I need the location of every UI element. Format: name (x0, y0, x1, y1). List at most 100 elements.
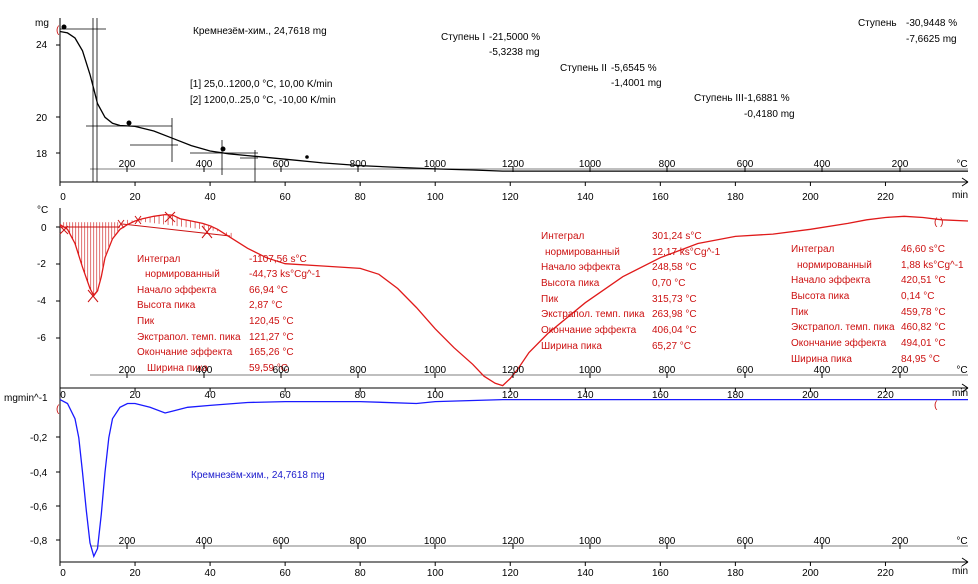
time-unit-label: min (952, 190, 968, 201)
peak1-value-1: -44,73 ks°Cg^-1 (249, 269, 321, 280)
temp-tick-label: 200 (119, 159, 136, 170)
tg-step1-label: Ступень I (441, 32, 485, 43)
tg-curve (59, 30, 968, 172)
dsc-curve (59, 213, 969, 387)
peak3-label-0: Интеграл (791, 244, 835, 255)
peak2-label-4: Пик (541, 294, 559, 305)
tg-panel: mg 24 20 18 ( Кремнезём-хим., 24,7618 mg… (35, 18, 969, 187)
time-tick-label: 0 (60, 390, 66, 401)
temp-tick-label: 800 (659, 159, 676, 170)
time-tick-label: 140 (577, 568, 594, 579)
tg-step-marker (126, 120, 132, 126)
dtg-y-tick-02: -0,2 (30, 433, 48, 444)
temp-tick-label: 200 (119, 536, 136, 547)
time-tick-label: 120 (502, 192, 519, 203)
peak3-value-3: 0,14 °C (901, 291, 934, 302)
time-tick-label: 60 (280, 390, 292, 401)
temp-tick-label: 1000 (579, 536, 602, 547)
peak1-label-5: Экстрапол. темп. пика (137, 332, 241, 343)
peak3-value-7: 84,95 °C (901, 354, 940, 365)
time-tick-label: 140 (577, 192, 594, 203)
tg-step1-mass: -5,3238 mg (489, 47, 540, 58)
peak1-value-3: 2,87 °C (249, 300, 282, 311)
time-tick-label: 120 (502, 568, 519, 579)
time-tick-label: 0 (60, 568, 66, 579)
peak2-label-1: нормированный (545, 247, 620, 258)
time-tick-label: 80 (355, 390, 367, 401)
tg-y-tick-18: 18 (36, 149, 48, 160)
time-tick-label: 80 (355, 192, 367, 203)
dtg-y-tick-06: -0,6 (30, 502, 48, 513)
temp-unit-label: °C (956, 365, 967, 376)
dtg-panel: mgmin^-1 -0,2 -0,4 -0,6 -0,8 ( ( Кремнез… (4, 392, 969, 567)
temp-tick-label: 600 (737, 536, 754, 547)
tg-y-unit: mg (35, 18, 49, 29)
temp-tick-label: 800 (350, 159, 367, 170)
peak3-label-6: Окончание эффекта (791, 337, 887, 349)
temp-tick-label: 600 (273, 536, 290, 547)
time-tick-label: 40 (205, 192, 217, 203)
temp-tick-label: 1200 (502, 365, 525, 376)
peak2-label-2: Начало эффекта (541, 261, 621, 273)
peak3-value-0: 46,60 s°C (901, 244, 945, 255)
peak3-value-6: 494,01 °C (901, 338, 946, 349)
time-tick-label: 80 (355, 568, 367, 579)
time-unit-label: min (952, 566, 968, 577)
peak2-value-7: 65,27 °C (652, 341, 691, 352)
tg-step3-mass: -0,4180 mg (744, 109, 795, 120)
temp-unit-label: °C (956, 536, 967, 547)
time-tick-label: 0 (60, 192, 66, 203)
time-tick-label: 20 (129, 192, 141, 203)
temp-tick-label: 1000 (424, 536, 447, 547)
peak1-value-4: 120,45 °C (249, 316, 294, 327)
dsc-peak1-annotation: Интеграл нормированный Начало эффекта Вы… (137, 254, 321, 374)
tg-segment-2: [2] 1200,0..25,0 °C, -10,00 K/min (190, 95, 336, 106)
temp-tick-label: 600 (273, 159, 290, 170)
dsc-y-tick-m2: -2 (37, 259, 46, 270)
tg-sample-label: Кремнезём-хим., 24,7618 mg (193, 26, 327, 37)
peak2-value-0: 301,24 s°C (652, 231, 702, 242)
tg-step1-percent: -21,5000 % (489, 32, 540, 43)
dtg-y-unit: mgmin^-1 (4, 393, 48, 404)
temp-tick-label: 1000 (579, 365, 602, 376)
peak1-value-0: -1107,56 s°C (249, 254, 307, 265)
temp-tick-label: 1000 (424, 365, 447, 376)
peak3-value-1: 1,88 ks°Cg^-1 (901, 260, 964, 271)
time-tick-label: 40 (205, 390, 217, 401)
dtg-y-tick-08: -0,8 (30, 536, 48, 547)
temp-tick-label: 800 (659, 536, 676, 547)
temp-tick-label: 800 (350, 536, 367, 547)
peak1-label-2: Начало эффекта (137, 284, 217, 296)
tg-step2-label: Ступень II (560, 63, 607, 74)
time-tick-label: 120 (502, 390, 519, 401)
peak3-label-2: Начало эффекта (791, 274, 871, 286)
dsc-y-tick-m4: -4 (37, 296, 46, 307)
peak2-value-4: 315,73 °C (652, 294, 697, 305)
peak1-label-3: Высота пика (137, 300, 196, 311)
time-tick-label: 20 (129, 390, 141, 401)
dtg-curve (59, 398, 968, 559)
temp-tick-label: 400 (196, 365, 213, 376)
peak3-label-5: Экстрапол. темп. пика (791, 322, 895, 333)
tg-step3-label: Ступень III (694, 93, 744, 104)
time-tick-label: 200 (802, 390, 819, 401)
peak3-label-7: Ширина пика (791, 354, 852, 365)
temp-tick-label: 1200 (502, 159, 525, 170)
time-tick-label: 160 (652, 568, 669, 579)
time-tick-label: 20 (129, 568, 141, 579)
time-tick-label: 180 (727, 192, 744, 203)
peak1-label-1: нормированный (145, 269, 220, 280)
time-tick-label: 200 (802, 568, 819, 579)
peak2-value-3: 0,70 °C (652, 278, 685, 289)
time-tick-label: 60 (280, 192, 292, 203)
time-tick-label: 180 (727, 568, 744, 579)
peak1-label-7: Ширина пика (147, 363, 208, 374)
peak2-label-0: Интеграл (541, 231, 585, 242)
tg-y-tick-24: 24 (36, 40, 48, 51)
tg-x-axis-arrow (961, 177, 969, 183)
tg-y-tick-20: 20 (36, 113, 48, 124)
peak3-value-2: 420,51 °C (901, 275, 946, 286)
tg-total-percent: -30,9448 % (906, 18, 957, 29)
dtg-sample-label: Кремнезём-хим., 24,7618 mg (191, 470, 325, 481)
